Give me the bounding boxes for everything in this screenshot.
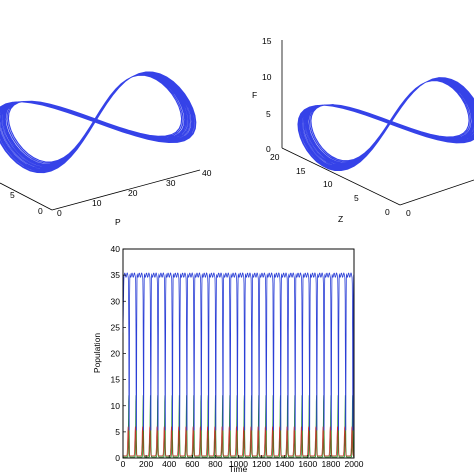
trajectory-path xyxy=(297,77,474,172)
x-tick-label: 600 xyxy=(185,459,199,469)
y-tick-label: 20 xyxy=(111,349,121,359)
attractor-trajectory-right xyxy=(297,77,474,172)
y-tick-label: 35 xyxy=(111,270,121,280)
x-axis-label: Time xyxy=(229,464,248,474)
y-tick-label: 30 xyxy=(111,296,121,306)
y-tick-label: 40 xyxy=(111,244,121,254)
z-axis-ticks: 5 0 xyxy=(10,190,43,216)
axis-label-f: F xyxy=(252,90,257,100)
y-axis-ticks: 0 5 10 15 20 25 30 35 40 xyxy=(111,244,126,463)
x-tick-label: 1200 xyxy=(252,459,271,469)
axis-line xyxy=(51,169,201,211)
y-axis-label: Population xyxy=(92,333,102,373)
timeseries-plot: 0 200 400 600 800 1000 1200 1400 1600 1800 2000 0 5… xyxy=(92,244,364,474)
plot3d-left: 0 10 20 30 40 5 0 P xyxy=(0,71,212,227)
y-tick-label: 0 xyxy=(115,453,120,463)
axis-line xyxy=(399,179,474,206)
x-tick-label: 800 xyxy=(208,459,222,469)
p-axis-ticks: 0 10 20 30 40 xyxy=(57,168,212,218)
tick-label: 10 xyxy=(323,179,333,189)
y-tick-label: 5 xyxy=(115,427,120,437)
tick-label: 15 xyxy=(262,36,272,46)
x-tick-label: 0 xyxy=(121,459,126,469)
tick-label: 0 xyxy=(266,144,271,154)
z-axis-ticks: 20 15 10 5 0 xyxy=(270,152,390,217)
y-tick-label: 10 xyxy=(111,401,121,411)
axis-line xyxy=(0,182,53,211)
x-tick-label: 1400 xyxy=(275,459,294,469)
plot3d-right: 15 10 5 0 F 20 15 10 5 0 Z 0 xyxy=(252,36,474,224)
x-tick-label: 1600 xyxy=(298,459,317,469)
tick-label: 40 xyxy=(202,168,212,178)
x-tick-label: 1800 xyxy=(321,459,340,469)
x-tick-label: 2000 xyxy=(345,459,364,469)
tick-label: 15 xyxy=(296,166,306,176)
y-tick-label: 15 xyxy=(111,375,121,385)
attractor-trajectory-left xyxy=(0,71,197,174)
y-tick-label: 25 xyxy=(111,322,121,332)
x-axis-ticks: 0 200 400 600 800 1000 1200 1400 1600 1800 2000 xyxy=(121,455,364,469)
x-tick-label: 1000 xyxy=(229,459,248,469)
tick-label: 30 xyxy=(166,178,176,188)
axis-line xyxy=(281,147,401,206)
tick-label: 20 xyxy=(270,152,280,162)
trajectory-path xyxy=(0,71,197,174)
tick-label: 0 xyxy=(385,207,390,217)
tick-label: 0 xyxy=(57,208,62,218)
f-axis-ticks: 15 10 5 0 xyxy=(262,36,272,154)
x-tick-label: 200 xyxy=(139,459,153,469)
tick-label: 10 xyxy=(262,72,272,82)
tick-label: 0 xyxy=(406,208,411,218)
tick-label: 5 xyxy=(10,190,15,200)
tick-label: 0 xyxy=(38,206,43,216)
tick-label: 10 xyxy=(92,198,102,208)
axis-label-p: P xyxy=(115,217,121,227)
series-line xyxy=(122,272,355,431)
x-tick-label: 400 xyxy=(162,459,176,469)
tick-label: 5 xyxy=(354,193,359,203)
tick-label: 5 xyxy=(266,109,271,119)
tick-label: 20 xyxy=(128,188,138,198)
axis-label-z: Z xyxy=(338,214,343,224)
plot-frame xyxy=(122,248,355,459)
